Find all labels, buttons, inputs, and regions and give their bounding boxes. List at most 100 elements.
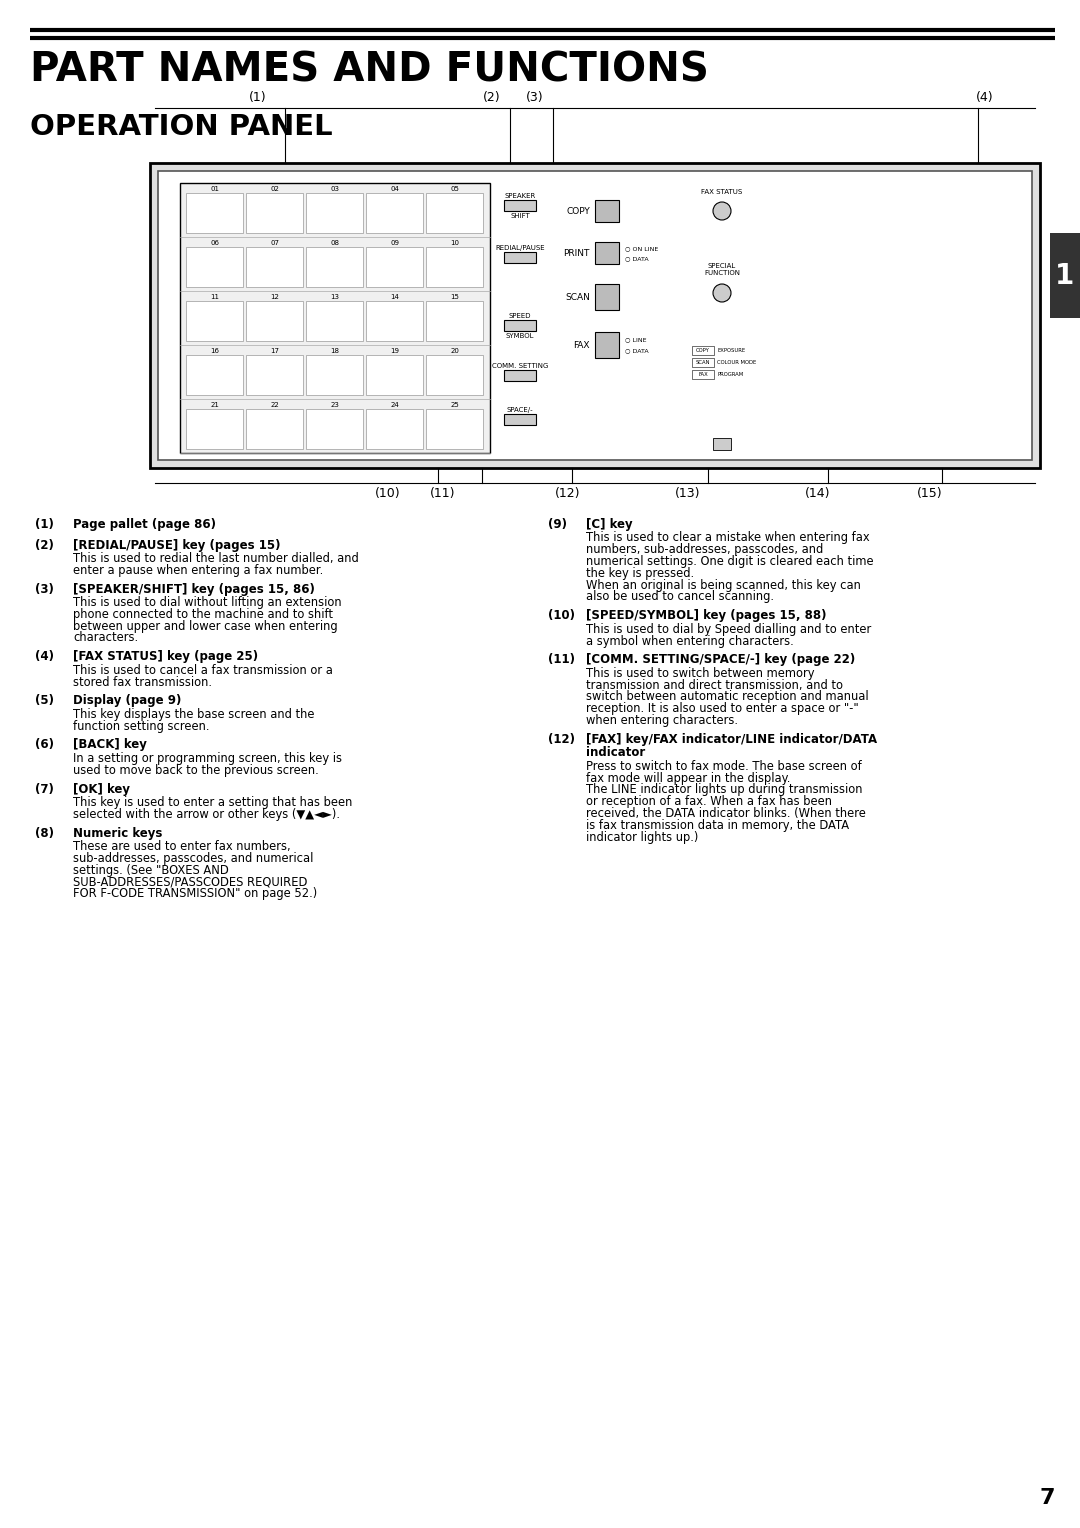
Text: (14): (14) <box>806 487 831 500</box>
Text: phone connected to the machine and to shift: phone connected to the machine and to sh… <box>73 608 333 620</box>
Text: [COMM. SETTING/SPACE/-] key (page 22): [COMM. SETTING/SPACE/-] key (page 22) <box>586 654 855 666</box>
Text: [BACK] key: [BACK] key <box>73 738 147 752</box>
Text: (6): (6) <box>35 738 54 752</box>
Bar <box>306 193 363 232</box>
Bar <box>426 301 483 341</box>
Text: SCAN: SCAN <box>696 359 711 365</box>
Text: numerical settings. One digit is cleared each time: numerical settings. One digit is cleared… <box>586 555 874 568</box>
Text: 09: 09 <box>391 240 400 246</box>
Bar <box>246 193 303 232</box>
Text: (9): (9) <box>548 518 567 532</box>
Text: 14: 14 <box>391 293 400 299</box>
Text: 04: 04 <box>391 186 400 193</box>
Text: When an original is being scanned, this key can: When an original is being scanned, this … <box>586 579 861 591</box>
Bar <box>426 410 483 449</box>
Text: 11: 11 <box>211 293 219 299</box>
Text: 12: 12 <box>271 293 280 299</box>
Text: 7: 7 <box>1039 1488 1055 1508</box>
Circle shape <box>713 202 731 220</box>
Text: 16: 16 <box>211 348 219 354</box>
Text: This is used to dial by Speed dialling and to enter: This is used to dial by Speed dialling a… <box>586 623 872 636</box>
Text: 25: 25 <box>450 402 459 408</box>
Text: transmission and direct transmission, and to: transmission and direct transmission, an… <box>586 678 843 692</box>
Text: or reception of a fax. When a fax has been: or reception of a fax. When a fax has be… <box>586 795 832 808</box>
Text: 15: 15 <box>450 293 459 299</box>
Bar <box>306 301 363 341</box>
Text: This is used to redial the last number dialled, and: This is used to redial the last number d… <box>73 552 359 565</box>
Bar <box>426 193 483 232</box>
Bar <box>180 183 490 452</box>
Text: (4): (4) <box>35 651 54 663</box>
Bar <box>692 370 714 379</box>
Text: This key displays the base screen and the: This key displays the base screen and th… <box>73 707 314 721</box>
Text: 02: 02 <box>271 186 280 193</box>
Text: 21: 21 <box>211 402 219 408</box>
Bar <box>246 301 303 341</box>
Text: a symbol when entering characters.: a symbol when entering characters. <box>586 634 794 648</box>
Bar <box>366 248 423 287</box>
Bar <box>186 193 243 232</box>
Text: sub-addresses, passcodes, and numerical: sub-addresses, passcodes, and numerical <box>73 853 313 865</box>
Text: 20: 20 <box>450 348 459 354</box>
Bar <box>246 248 303 287</box>
Text: This key is used to enter a setting that has been: This key is used to enter a setting that… <box>73 796 352 810</box>
Bar <box>426 354 483 396</box>
Bar <box>504 319 536 332</box>
Text: SCAN: SCAN <box>565 292 590 301</box>
Text: 24: 24 <box>391 402 400 408</box>
Text: [FAX] key/FAX indicator/LINE indicator/DATA: [FAX] key/FAX indicator/LINE indicator/D… <box>586 733 877 746</box>
Text: FAX: FAX <box>573 341 590 350</box>
Bar <box>366 193 423 232</box>
Text: COPY: COPY <box>566 206 590 215</box>
Text: function setting screen.: function setting screen. <box>73 720 210 733</box>
Text: also be used to cancel scanning.: also be used to cancel scanning. <box>586 590 774 604</box>
Text: settings. (See "BOXES AND: settings. (See "BOXES AND <box>73 863 229 877</box>
Text: This is used to dial without lifting an extension: This is used to dial without lifting an … <box>73 596 341 610</box>
Text: This is used to clear a mistake when entering fax: This is used to clear a mistake when ent… <box>586 532 869 544</box>
Bar <box>186 248 243 287</box>
Text: (10): (10) <box>375 487 401 500</box>
Text: received, the DATA indicator blinks. (When there: received, the DATA indicator blinks. (Wh… <box>586 807 866 821</box>
Text: 10: 10 <box>450 240 459 246</box>
Text: enter a pause when entering a fax number.: enter a pause when entering a fax number… <box>73 564 323 576</box>
Text: [REDIAL/PAUSE] key (pages 15): [REDIAL/PAUSE] key (pages 15) <box>73 538 281 552</box>
Text: the key is pressed.: the key is pressed. <box>586 567 694 581</box>
Text: (1): (1) <box>35 518 54 532</box>
Text: These are used to enter fax numbers,: These are used to enter fax numbers, <box>73 840 291 853</box>
Bar <box>504 252 536 263</box>
Bar <box>366 301 423 341</box>
Text: 07: 07 <box>270 240 280 246</box>
Text: (11): (11) <box>430 487 456 500</box>
Text: PROGRAM: PROGRAM <box>717 371 743 376</box>
Text: FAX: FAX <box>698 371 707 376</box>
Bar <box>692 345 714 354</box>
Text: 03: 03 <box>330 186 339 193</box>
Text: (12): (12) <box>548 733 575 746</box>
Text: numbers, sub-addresses, passcodes, and: numbers, sub-addresses, passcodes, and <box>586 544 823 556</box>
Bar <box>366 410 423 449</box>
Text: This is used to cancel a fax transmission or a: This is used to cancel a fax transmissio… <box>73 663 333 677</box>
Text: 05: 05 <box>450 186 459 193</box>
Bar <box>692 358 714 367</box>
Text: 19: 19 <box>391 348 400 354</box>
Text: SPEED: SPEED <box>509 313 531 319</box>
Text: when entering characters.: when entering characters. <box>586 714 738 727</box>
Text: 06: 06 <box>211 240 219 246</box>
Text: 1: 1 <box>1055 261 1075 290</box>
Text: switch between automatic reception and manual: switch between automatic reception and m… <box>586 691 868 703</box>
Text: OPERATION PANEL: OPERATION PANEL <box>30 113 333 141</box>
Text: SYMBOL: SYMBOL <box>505 333 535 339</box>
Bar <box>504 200 536 211</box>
Text: (4): (4) <box>976 92 994 104</box>
Text: (2): (2) <box>483 92 501 104</box>
Text: 18: 18 <box>330 348 339 354</box>
Text: (10): (10) <box>548 610 575 622</box>
Text: (12): (12) <box>555 487 581 500</box>
Text: [FAX STATUS] key (page 25): [FAX STATUS] key (page 25) <box>73 651 258 663</box>
Text: (5): (5) <box>35 694 54 707</box>
Bar <box>306 354 363 396</box>
Text: SUB-ADDRESSES/PASSCODES REQUIRED: SUB-ADDRESSES/PASSCODES REQUIRED <box>73 876 308 889</box>
Text: 08: 08 <box>330 240 339 246</box>
Text: (2): (2) <box>35 538 54 552</box>
Bar <box>595 332 619 358</box>
